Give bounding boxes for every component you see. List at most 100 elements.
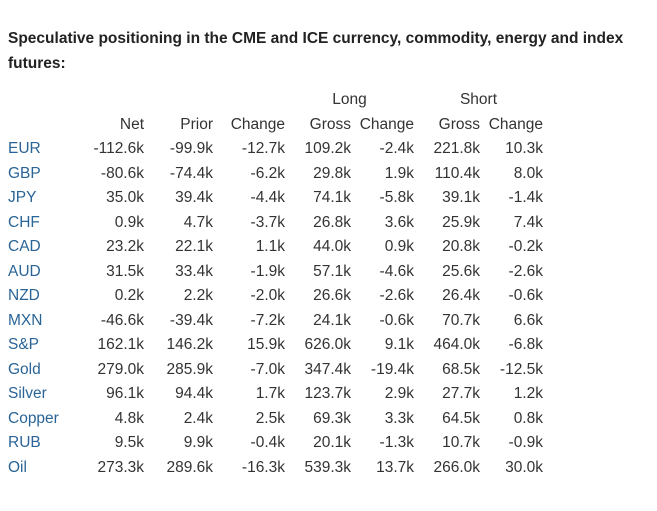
long-change-cell: 0.9k	[384, 238, 414, 256]
change-cell: -7.0k	[250, 360, 285, 378]
long-gross-cell: 20.1k	[313, 434, 351, 452]
prior-cell: 22.1k	[175, 238, 213, 256]
prior-cell: 39.4k	[175, 189, 213, 207]
instrument-link[interactable]: NZD	[8, 287, 40, 305]
prior-cell: 289.6k	[166, 458, 213, 476]
empty-header-cell	[66, 88, 144, 113]
long-change-cell: 3.6k	[384, 213, 414, 231]
short-gross-cell: 221.8k	[433, 140, 480, 158]
short-gross-cell: 25.9k	[442, 213, 480, 231]
short-gross-cell: 64.5k	[442, 409, 480, 427]
net-cell: 31.5k	[106, 262, 144, 280]
short-change-cell: 1.2k	[513, 385, 543, 403]
table-row: CHF 0.9k 4.7k -3.7k 26.8k 3.6k 25.9k 7.4…	[4, 211, 543, 236]
short-gross-cell: 10.7k	[442, 434, 480, 452]
long-change-cell: -1.3k	[379, 434, 414, 452]
short-change-cell: 7.4k	[513, 213, 543, 231]
change-cell: -3.7k	[250, 213, 285, 231]
empty-header-cell	[213, 88, 285, 113]
long-change-cell: -19.4k	[370, 360, 414, 378]
change-header: Change	[230, 115, 285, 133]
change-cell: -1.9k	[250, 262, 285, 280]
prior-cell: -99.9k	[169, 140, 213, 158]
prior-cell: 146.2k	[166, 336, 213, 354]
short-change-cell: 6.6k	[513, 311, 543, 329]
table-row: NZD 0.2k 2.2k -2.0k 26.6k -2.6k 26.4k -0…	[4, 284, 543, 309]
table-row: MXN -46.6k -39.4k -7.2k 24.1k -0.6k 70.7…	[4, 309, 543, 334]
prior-cell: 4.7k	[183, 213, 213, 231]
short-gross-cell: 27.7k	[442, 385, 480, 403]
prior-cell: -74.4k	[169, 164, 213, 182]
group-header-row: Long Short	[4, 88, 543, 113]
short-change-cell: -1.4k	[508, 189, 543, 207]
short-change-cell: -12.5k	[499, 360, 543, 378]
net-cell: 35.0k	[106, 189, 144, 207]
long-gross-cell: 74.1k	[313, 189, 351, 207]
instrument-link[interactable]: GBP	[8, 164, 41, 182]
instrument-link[interactable]: Oil	[8, 458, 27, 476]
short-gross-cell: 70.7k	[442, 311, 480, 329]
net-cell: -46.6k	[100, 311, 144, 329]
change-cell: 1.1k	[255, 238, 285, 256]
change-cell: 15.9k	[247, 336, 285, 354]
long-gross-cell: 539.3k	[304, 458, 351, 476]
short-gross-cell: 68.5k	[442, 360, 480, 378]
long-gross-cell: 44.0k	[313, 238, 351, 256]
instrument-link[interactable]: CAD	[8, 238, 41, 256]
instrument-header	[4, 113, 66, 138]
instrument-link[interactable]: JPY	[8, 189, 37, 207]
long-change-cell: -5.8k	[379, 189, 414, 207]
short-change-cell: 0.8k	[513, 409, 543, 427]
short-change-cell: -6.8k	[508, 336, 543, 354]
long-gross-header: Gross	[309, 115, 351, 133]
change-cell: 1.7k	[255, 385, 285, 403]
short-gross-cell: 25.6k	[442, 262, 480, 280]
long-gross-cell: 347.4k	[304, 360, 351, 378]
net-cell: 96.1k	[106, 385, 144, 403]
instrument-link[interactable]: RUB	[8, 434, 41, 452]
short-gross-cell: 20.8k	[442, 238, 480, 256]
short-change-cell: -2.6k	[508, 262, 543, 280]
prior-cell: -39.4k	[169, 311, 213, 329]
instrument-link[interactable]: Copper	[8, 409, 59, 427]
net-cell: 4.8k	[114, 409, 144, 427]
long-change-header: Change	[359, 115, 414, 133]
instrument-link[interactable]: EUR	[8, 140, 41, 158]
short-change-cell: -0.2k	[508, 238, 543, 256]
long-gross-cell: 26.6k	[313, 287, 351, 305]
instrument-link[interactable]: Silver	[8, 385, 47, 403]
instrument-link[interactable]: S&P	[8, 336, 40, 354]
instrument-link[interactable]: MXN	[8, 311, 43, 329]
instrument-link[interactable]: CHF	[8, 213, 40, 231]
long-change-cell: -2.4k	[379, 140, 414, 158]
long-gross-cell: 69.3k	[313, 409, 351, 427]
short-change-cell: 8.0k	[513, 164, 543, 182]
change-cell: -0.4k	[250, 434, 285, 452]
long-change-cell: 1.9k	[384, 164, 414, 182]
short-change-cell: 30.0k	[505, 458, 543, 476]
net-cell: 23.2k	[106, 238, 144, 256]
short-gross-cell: 464.0k	[433, 336, 480, 354]
short-gross-cell: 26.4k	[442, 287, 480, 305]
column-header-row: Net Prior Change Gross Change Gross Chan…	[4, 113, 543, 138]
empty-header-cell	[4, 88, 66, 113]
long-change-cell: 9.1k	[384, 336, 414, 354]
short-change-cell: -0.6k	[508, 287, 543, 305]
instrument-link[interactable]: AUD	[8, 262, 41, 280]
long-gross-cell: 29.8k	[313, 164, 351, 182]
table-row: CAD 23.2k 22.1k 1.1k 44.0k 0.9k 20.8k -0…	[4, 235, 543, 260]
short-gross-cell: 110.4k	[434, 164, 480, 182]
table-row: AUD 31.5k 33.4k -1.9k 57.1k -4.6k 25.6k …	[4, 260, 543, 285]
net-cell: 162.1k	[97, 336, 144, 354]
instrument-link[interactable]: Gold	[8, 360, 41, 378]
net-cell: 9.5k	[114, 434, 144, 452]
long-gross-cell: 57.1k	[313, 262, 351, 280]
prior-cell: 33.4k	[175, 262, 213, 280]
short-group-header: Short	[459, 91, 498, 109]
short-gross-header: Gross	[438, 115, 480, 133]
long-change-cell: 2.9k	[384, 385, 414, 403]
short-gross-cell: 266.0k	[433, 458, 480, 476]
table-row: Silver 96.1k 94.4k 1.7k 123.7k 2.9k 27.7…	[4, 382, 543, 407]
net-cell: 0.2k	[114, 287, 144, 305]
table-row: GBP -80.6k -74.4k -6.2k 29.8k 1.9k 110.4…	[4, 162, 543, 187]
